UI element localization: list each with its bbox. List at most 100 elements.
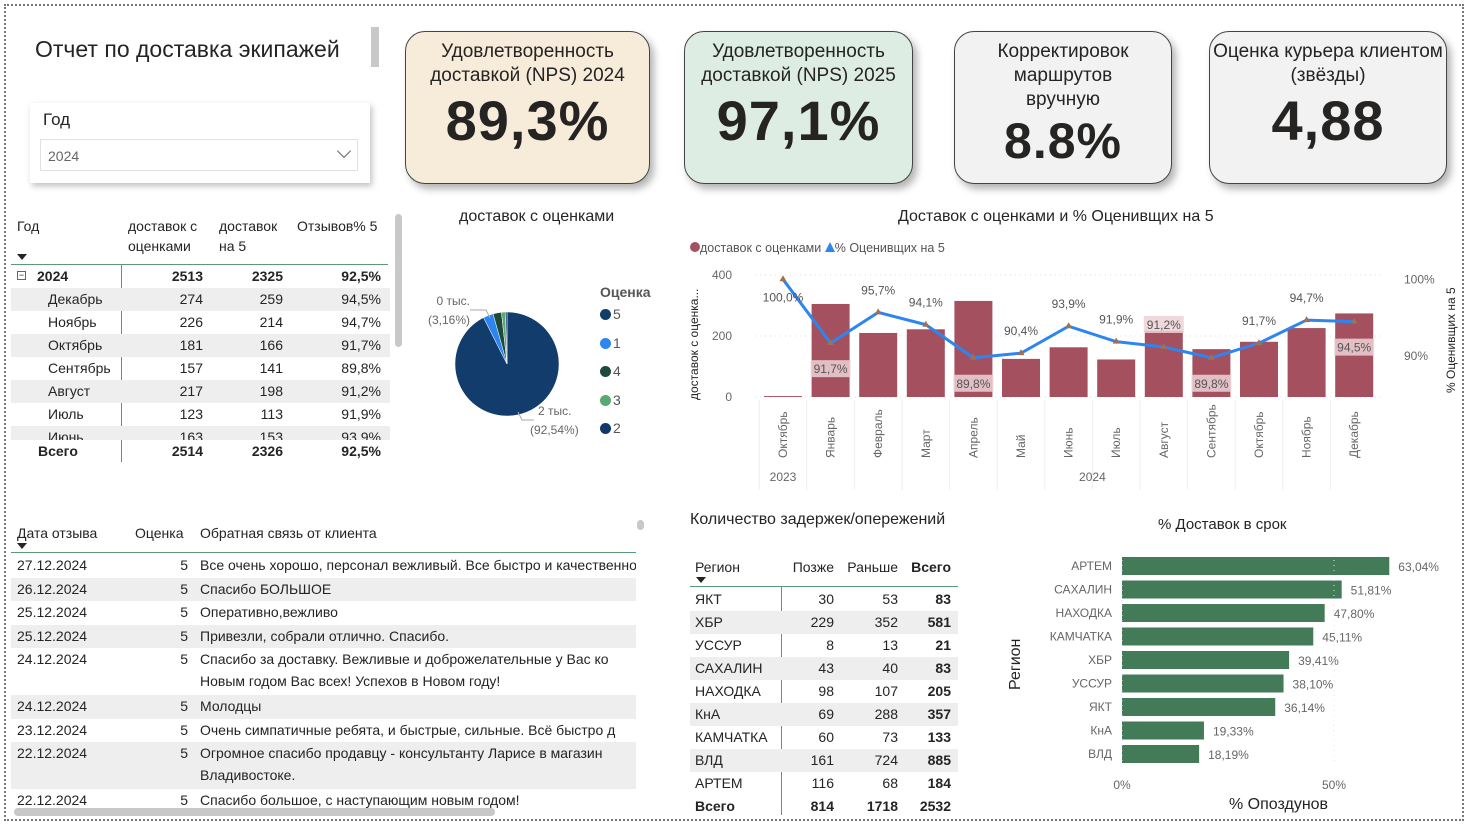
- kpi-title: Удовлетворенность доставкой (NPS) 2025: [701, 41, 896, 86]
- matrix-scrollbar[interactable]: [395, 214, 402, 347]
- feedback-row[interactable]: 27.12.2024 5 Все очень хорошо, персонал ве…: [11, 554, 636, 578]
- bar-3[interactable]: [906, 329, 945, 397]
- hbar-category-label: АРТЕМ: [1071, 559, 1112, 573]
- hbar-7[interactable]: [1122, 721, 1204, 740]
- line-marker-12[interactable]: [1350, 317, 1358, 324]
- region-cell: 8: [826, 637, 834, 653]
- hbar-1[interactable]: [1122, 580, 1342, 599]
- pie-legend-item[interactable]: 3: [600, 392, 621, 408]
- regions-header[interactable]: Регион: [695, 559, 740, 575]
- title-accent: [371, 27, 379, 67]
- hbar-5[interactable]: [1122, 674, 1284, 693]
- row-label: 2024: [37, 268, 69, 284]
- pie-legend-item[interactable]: 4: [600, 363, 621, 379]
- line-marker-4[interactable]: [969, 353, 977, 360]
- line-marker-11[interactable]: [1303, 316, 1311, 323]
- line-marker-8[interactable]: [1160, 343, 1168, 349]
- line-marker-7[interactable]: [1112, 337, 1120, 344]
- feedback-text: Оперативно,вежливо: [200, 604, 338, 620]
- region-row: НАХОДКА 98 107 205: [690, 680, 958, 703]
- hbar-3[interactable]: [1122, 627, 1314, 646]
- bar-1[interactable]: [811, 303, 850, 397]
- row-value: 92,5%: [341, 268, 381, 284]
- line-marker-10[interactable]: [1255, 339, 1263, 346]
- hbar-4[interactable]: [1122, 651, 1290, 669]
- divider: [11, 552, 636, 553]
- sort-desc-icon[interactable]: [17, 543, 27, 549]
- feedback-header-text[interactable]: Обратная связь от клиента: [200, 525, 377, 541]
- line-data-label: 100,0%: [763, 290, 804, 304]
- row-value: 274: [179, 291, 203, 307]
- sort-desc-icon[interactable]: [17, 254, 27, 260]
- feedback-row[interactable]: 24.12.2024 5 Молодцы: [11, 695, 636, 719]
- bar-11[interactable]: [1287, 328, 1326, 397]
- pie-legend-item[interactable]: 2: [600, 420, 621, 436]
- bar-7[interactable]: [1097, 359, 1136, 397]
- line-marker-0[interactable]: [779, 275, 787, 282]
- hbar-value-label: 63,04%: [1398, 560, 1439, 574]
- hbar-6[interactable]: [1122, 698, 1276, 716]
- collapse-icon[interactable]: −: [17, 270, 26, 280]
- feedback-row[interactable]: 25.12.2024 5 Привезли, собрали отлично. Сп…: [11, 624, 636, 648]
- pie-legend-item[interactable]: 1: [600, 335, 621, 351]
- hbar-category-label: НАХОДКА: [1056, 606, 1112, 620]
- bar-5[interactable]: [1002, 358, 1040, 397]
- year-group-label: 2024: [1079, 470, 1106, 484]
- line-marker-2[interactable]: [874, 308, 882, 315]
- row-value: 2326: [251, 443, 283, 459]
- row-label: Июль: [48, 406, 84, 422]
- legend-bars[interactable]: доставок с оценками: [700, 241, 822, 255]
- x-tick-label: Март: [919, 429, 933, 458]
- feedback-h-scrollbar[interactable]: [14, 808, 495, 816]
- feedback-header-date[interactable]: Дата отзыва: [17, 525, 98, 541]
- region-cell: ХБР: [695, 614, 723, 630]
- sort-desc-icon[interactable]: [696, 577, 706, 583]
- line-data-label: 94,1%: [909, 296, 943, 310]
- feedback-row[interactable]: 22.12.2024 5 Огромное спасибо продавцу - к…: [11, 742, 636, 789]
- matrix-header-year[interactable]: Год: [17, 218, 40, 234]
- matrix-header-five[interactable]: доставок на 5: [219, 218, 278, 254]
- bar-6[interactable]: [1049, 347, 1088, 397]
- hbar-8[interactable]: [1122, 745, 1200, 763]
- region-row: ХБР 229 352 581: [690, 611, 958, 634]
- bar-0[interactable]: [764, 396, 802, 397]
- bar-8[interactable]: [1144, 330, 1183, 397]
- pie-legend-item[interactable]: 5: [600, 306, 621, 322]
- matrix-header-rated[interactable]: доставок с оценками: [128, 218, 198, 254]
- bar-2[interactable]: [859, 332, 898, 397]
- feedback-text-cont: Новым годом Вас всех! Успехов в Новом го…: [200, 673, 501, 689]
- line-marker-5[interactable]: [1017, 349, 1025, 356]
- hbar-0[interactable]: [1122, 557, 1390, 575]
- feedback-row[interactable]: 26.12.2024 5 Спасибо БОЛЬШОЕ: [11, 577, 636, 601]
- pie-legend-title: Оценка: [600, 284, 651, 300]
- line-marker-9[interactable]: [1207, 353, 1215, 360]
- x-tick-label: Апрель: [966, 417, 980, 458]
- pie-slice-2[interactable]: [505, 311, 508, 365]
- line-marker-1[interactable]: [827, 339, 835, 346]
- x-tick-label: Декабрь: [1347, 411, 1361, 458]
- feedback-row[interactable]: 23.12.2024 5 Очень симпатичные ребята, и б…: [11, 719, 636, 743]
- hbar-category-label: САХАЛИН: [1054, 583, 1112, 597]
- kpi-card-nps-2024: Удовлетворенность доставкой (NPS) 2024 8…: [405, 31, 650, 184]
- year-dropdown[interactable]: 2024: [40, 139, 358, 171]
- feedback-header-rating[interactable]: Оценка: [135, 525, 184, 541]
- kpi-value: 89,3%: [445, 89, 610, 152]
- combo-chart-title: Доставок с оценками и % Оценивщих на 5: [898, 208, 1214, 225]
- feedback-row[interactable]: 24.12.2024 5 Спасибо за доставку. Вежливые…: [11, 648, 636, 695]
- line-marker-3[interactable]: [922, 320, 930, 327]
- feedback-v-scrollbar[interactable]: [637, 520, 644, 530]
- line-marker-6[interactable]: [1065, 322, 1073, 329]
- bar-10[interactable]: [1240, 341, 1278, 397]
- feedback-row[interactable]: 25.12.2024 5 Оперативно,вежливо: [11, 601, 636, 625]
- y2-axis-title: % Оценивщих на 5: [1444, 287, 1458, 393]
- regions-header[interactable]: Раньше: [847, 559, 898, 575]
- regions-header[interactable]: Позже: [792, 559, 834, 575]
- matrix-header-pct[interactable]: Отзывов% 5: [297, 218, 378, 234]
- regions-header[interactable]: Всего: [911, 559, 951, 575]
- feedback-row[interactable]: 22.12.2024 5 Спасибо большое, с наступающи…: [11, 789, 636, 813]
- region-cell: 30: [818, 591, 834, 607]
- pie-legend-label: 1: [613, 334, 621, 351]
- hbar-2[interactable]: [1122, 604, 1325, 622]
- legend-line[interactable]: % Оценивщих на 5: [834, 241, 945, 255]
- year-slicer-label: Год: [43, 110, 71, 129]
